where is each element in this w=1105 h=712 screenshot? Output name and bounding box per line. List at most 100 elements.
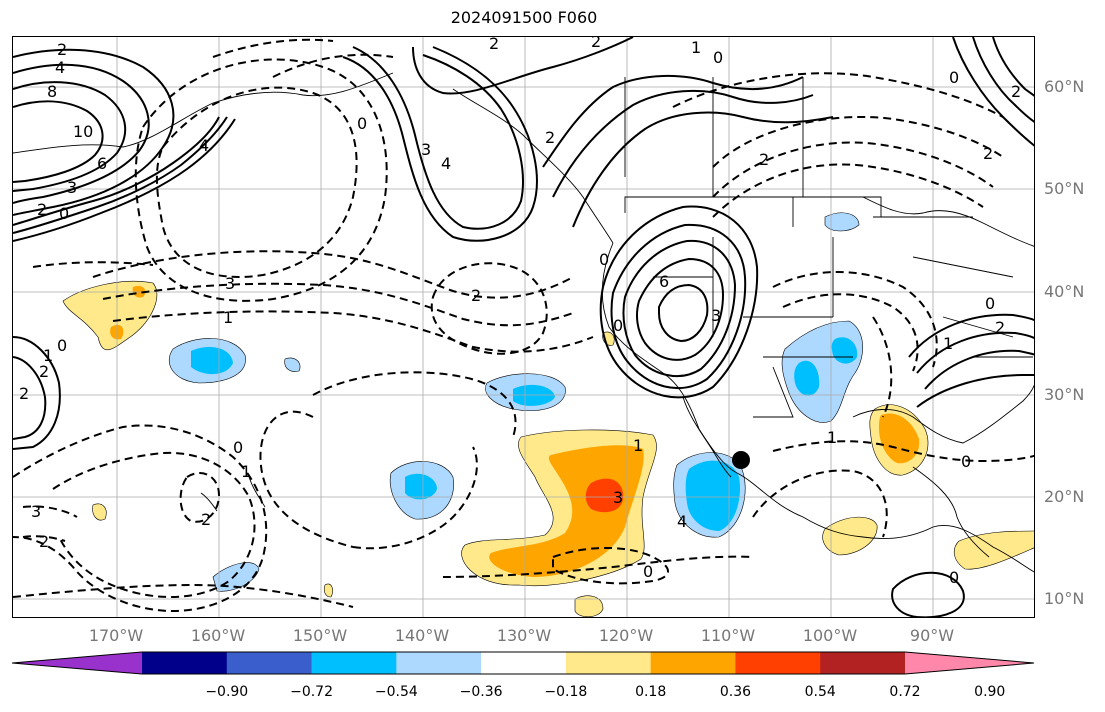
contour-label: 0 (985, 294, 995, 313)
station-marker (732, 451, 750, 469)
contour-label: 0 (613, 316, 623, 335)
contour-label: 2 (37, 200, 47, 219)
shade-area-central-red (585, 478, 624, 513)
contour-label: 0 (599, 250, 609, 269)
map-panel: 2 2 2 1 0 4 8 10 6 3 2 0 4 3 4 2 0 0 3 2… (12, 36, 1035, 618)
contour-label: 0 (713, 48, 723, 67)
lat-label-20n: 20°N (1044, 487, 1085, 506)
colorbar-tick-label: 0.54 (804, 684, 836, 700)
contours-solid (13, 37, 1034, 617)
contour-label: 4 (199, 136, 209, 155)
lon-label-120w: 120°W (598, 626, 654, 645)
colorbar-tick-label: −0.18 (544, 684, 588, 700)
contour-label: 8 (47, 82, 57, 101)
colorbar-segment (565, 652, 652, 674)
contour-label: 4 (441, 154, 451, 173)
lon-label-110w: 110°W (700, 626, 756, 645)
contour-label: 0 (643, 562, 653, 581)
contour-label: 2 (995, 318, 1005, 337)
lat-label-30n: 30°N (1044, 385, 1085, 404)
contour-label: 1 (943, 334, 953, 353)
contour-label: 3 (67, 178, 77, 197)
lon-label-90w: 90°W (909, 626, 955, 645)
contour-label: 6 (97, 154, 107, 173)
colorbar-segment (142, 652, 228, 674)
contour-label: 2 (471, 286, 481, 305)
contour-label: 2 (19, 384, 29, 403)
colorbar-segment (735, 652, 821, 674)
colorbar-segment (226, 652, 313, 674)
contour-label: 1 (633, 436, 643, 455)
lon-label-170w: 170°W (88, 626, 144, 645)
lat-label-50n: 50°N (1044, 179, 1085, 198)
colorbar-extend-low (12, 652, 142, 674)
shaded-negative-anomalies (168, 212, 864, 592)
shade-area-caribbean-yellow (92, 331, 1034, 617)
contour-label: 0 (233, 438, 243, 457)
shade-area-blue-1 (191, 347, 233, 375)
lat-label-60n: 60°N (1044, 77, 1085, 96)
contour-label: 3 (31, 502, 41, 521)
contour-label: 4 (55, 58, 65, 77)
contour-label: 2 (489, 37, 499, 53)
colorbar-tick-label: −0.36 (459, 684, 503, 700)
colorbar-extend-high (905, 652, 1035, 674)
contour-label: 2 (983, 144, 993, 163)
colorbar-segment (481, 652, 567, 674)
shade-area-light-blue-5 (781, 320, 864, 423)
contour-label: 0 (961, 452, 971, 471)
colorbar-tick-label: −0.54 (374, 684, 418, 700)
contour-label: 0 (949, 568, 959, 587)
contour-label: 1 (241, 462, 251, 481)
shade-area-central-orange (489, 445, 644, 577)
contour-label: 2 (57, 40, 67, 59)
map-gridlines (13, 37, 1034, 617)
colorbar-tick-label: 0.18 (635, 684, 667, 700)
contour-label: 1 (827, 428, 837, 447)
colorbar-tick-label: −0.72 (290, 684, 333, 700)
shade-area-blue-4 (685, 460, 741, 531)
map-title: 2024091500 F060 (450, 8, 598, 27)
contours-dashed (13, 38, 1034, 613)
contour-label: 10 (73, 122, 93, 141)
lon-label-140w: 140°W (394, 626, 450, 645)
contour-label: 0 (949, 68, 959, 87)
contour-label: 3 (711, 306, 721, 325)
colorbar-segment (820, 652, 906, 674)
shade-area-west-orange (110, 285, 146, 340)
contour-label: 2 (759, 150, 769, 169)
lon-label-160w: 160°W (190, 626, 246, 645)
contour-label: 2 (201, 510, 211, 529)
contour-label: 1 (43, 346, 53, 365)
colorbar-segment (311, 652, 397, 674)
colorbar (12, 651, 1035, 675)
colorbar-tick-label: 0.36 (719, 684, 752, 700)
colorbar-segment (650, 652, 736, 674)
colorbar-tick-label: 0.90 (974, 684, 1006, 700)
colorbar-outline (12, 651, 1035, 675)
lon-label-130w: 130°W (496, 626, 552, 645)
contour-label: 3 (613, 488, 623, 507)
shade-area-light-blue-6 (212, 212, 860, 592)
contour-labels: 2 2 2 1 0 4 8 10 6 3 2 0 4 3 4 2 0 0 3 2… (19, 37, 1021, 587)
colorbar-tick-label: −0.90 (205, 684, 249, 700)
shade-area-west-yellow (62, 280, 158, 351)
colorbar-segment (396, 652, 482, 674)
contour-label: 3 (421, 140, 431, 159)
contour-label: 2 (39, 362, 49, 381)
coastlines (13, 72, 1034, 573)
contour-label: 2 (39, 532, 49, 551)
shade-area-blue-5 (794, 337, 858, 396)
contour-label: 0 (57, 336, 67, 355)
contour-label: 6 (659, 272, 669, 291)
contour-label: 1 (691, 38, 701, 57)
lat-label-40n: 40°N (1044, 282, 1085, 301)
contour-label: 0 (357, 114, 367, 133)
map-canvas: 2 2 2 1 0 4 8 10 6 3 2 0 4 3 4 2 0 0 3 2… (13, 37, 1034, 617)
colorbar-tick-label: 0.72 (889, 684, 921, 700)
lat-label-10n: 10°N (1044, 589, 1085, 608)
contour-label: 4 (677, 512, 687, 531)
contour-label: 2 (545, 128, 555, 147)
lon-label-150w: 150°W (292, 626, 348, 645)
contour-label: 0 (59, 204, 69, 223)
